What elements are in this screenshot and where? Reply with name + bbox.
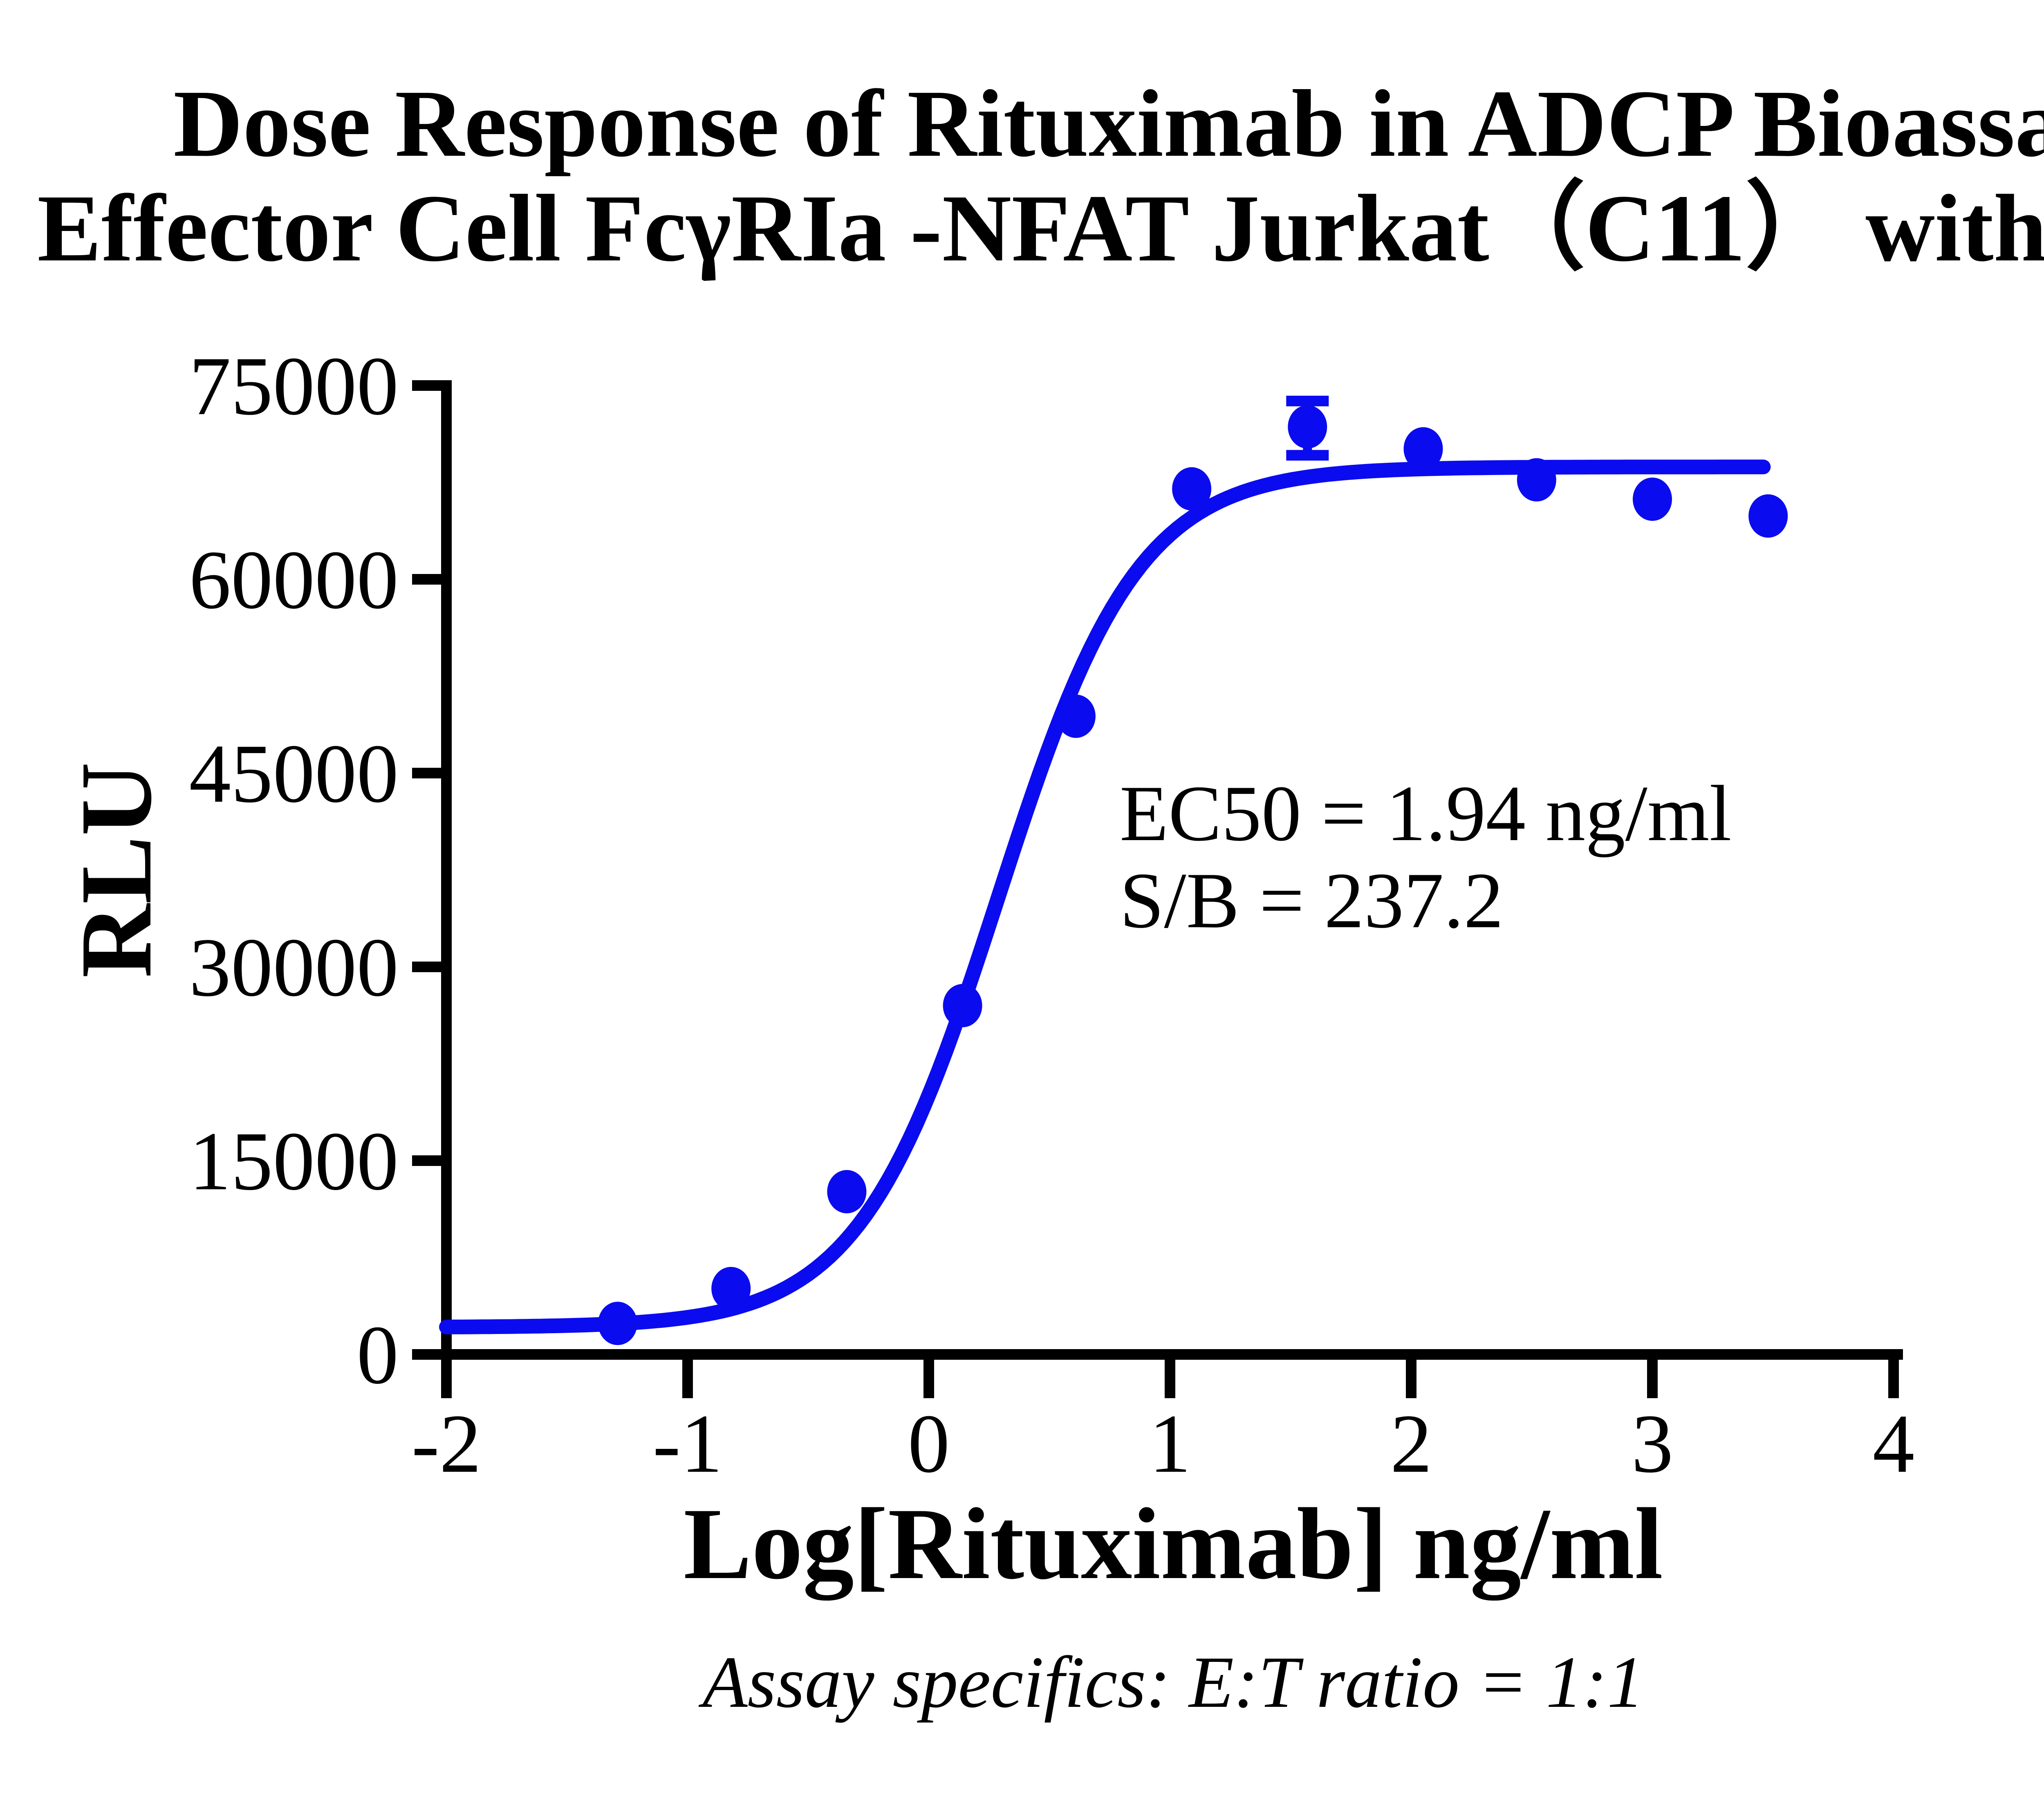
x-axis: -2 -1 0 1 2 3 4: [412, 1349, 1915, 1490]
x-axis-title: Log[Rituximab] ng/ml: [684, 1487, 1663, 1601]
data-point: [827, 1170, 867, 1213]
y-axis-title: RLU: [60, 762, 173, 978]
x-tick-label: 3: [1632, 1397, 1674, 1490]
assay-footnote: Assay specifics: E:T ratio = 1:1: [699, 1641, 1644, 1723]
data-point: [711, 1267, 751, 1310]
data-points: [598, 405, 1788, 1345]
data-point: [1056, 694, 1096, 738]
signal-to-background-annotation: S/B = 237.2: [1120, 856, 1504, 945]
data-point: [1288, 405, 1327, 449]
fit-curve-path: [439, 460, 1771, 1334]
x-tick-label: 2: [1390, 1397, 1432, 1490]
y-tick-label: 75000: [189, 340, 399, 433]
data-point: [1748, 494, 1788, 538]
data-point: [1172, 467, 1212, 511]
dose-response-curve: [439, 460, 1771, 1334]
y-tick-label: 0: [357, 1309, 399, 1401]
y-tick-label: 15000: [189, 1115, 399, 1208]
x-tick-label: -1: [653, 1397, 723, 1490]
y-tick-label: 30000: [189, 921, 399, 1014]
y-tick-label: 60000: [189, 534, 399, 626]
y-tick-label: 45000: [189, 727, 399, 820]
x-tick-label: 4: [1873, 1397, 1915, 1490]
x-tick-label: 1: [1149, 1397, 1191, 1490]
chart-title-line1: Dose Response of Rituximab in ADCP Bioas…: [173, 70, 2044, 177]
data-point: [1403, 427, 1443, 471]
x-tick-label: -2: [412, 1397, 482, 1490]
x-tick-label: 0: [908, 1397, 950, 1490]
data-point: [1633, 478, 1672, 521]
ec50-annotation: EC50 = 1.94 ng/ml: [1120, 769, 1732, 858]
data-point: [598, 1302, 637, 1345]
chart-title-line2: Effector Cell FcγRIa -NFAT Jurkat（C11） w…: [37, 175, 2044, 281]
data-point: [1517, 458, 1556, 502]
y-axis: 0 15000 30000 45000 60000 75000: [189, 340, 452, 1401]
data-point: [943, 984, 982, 1027]
